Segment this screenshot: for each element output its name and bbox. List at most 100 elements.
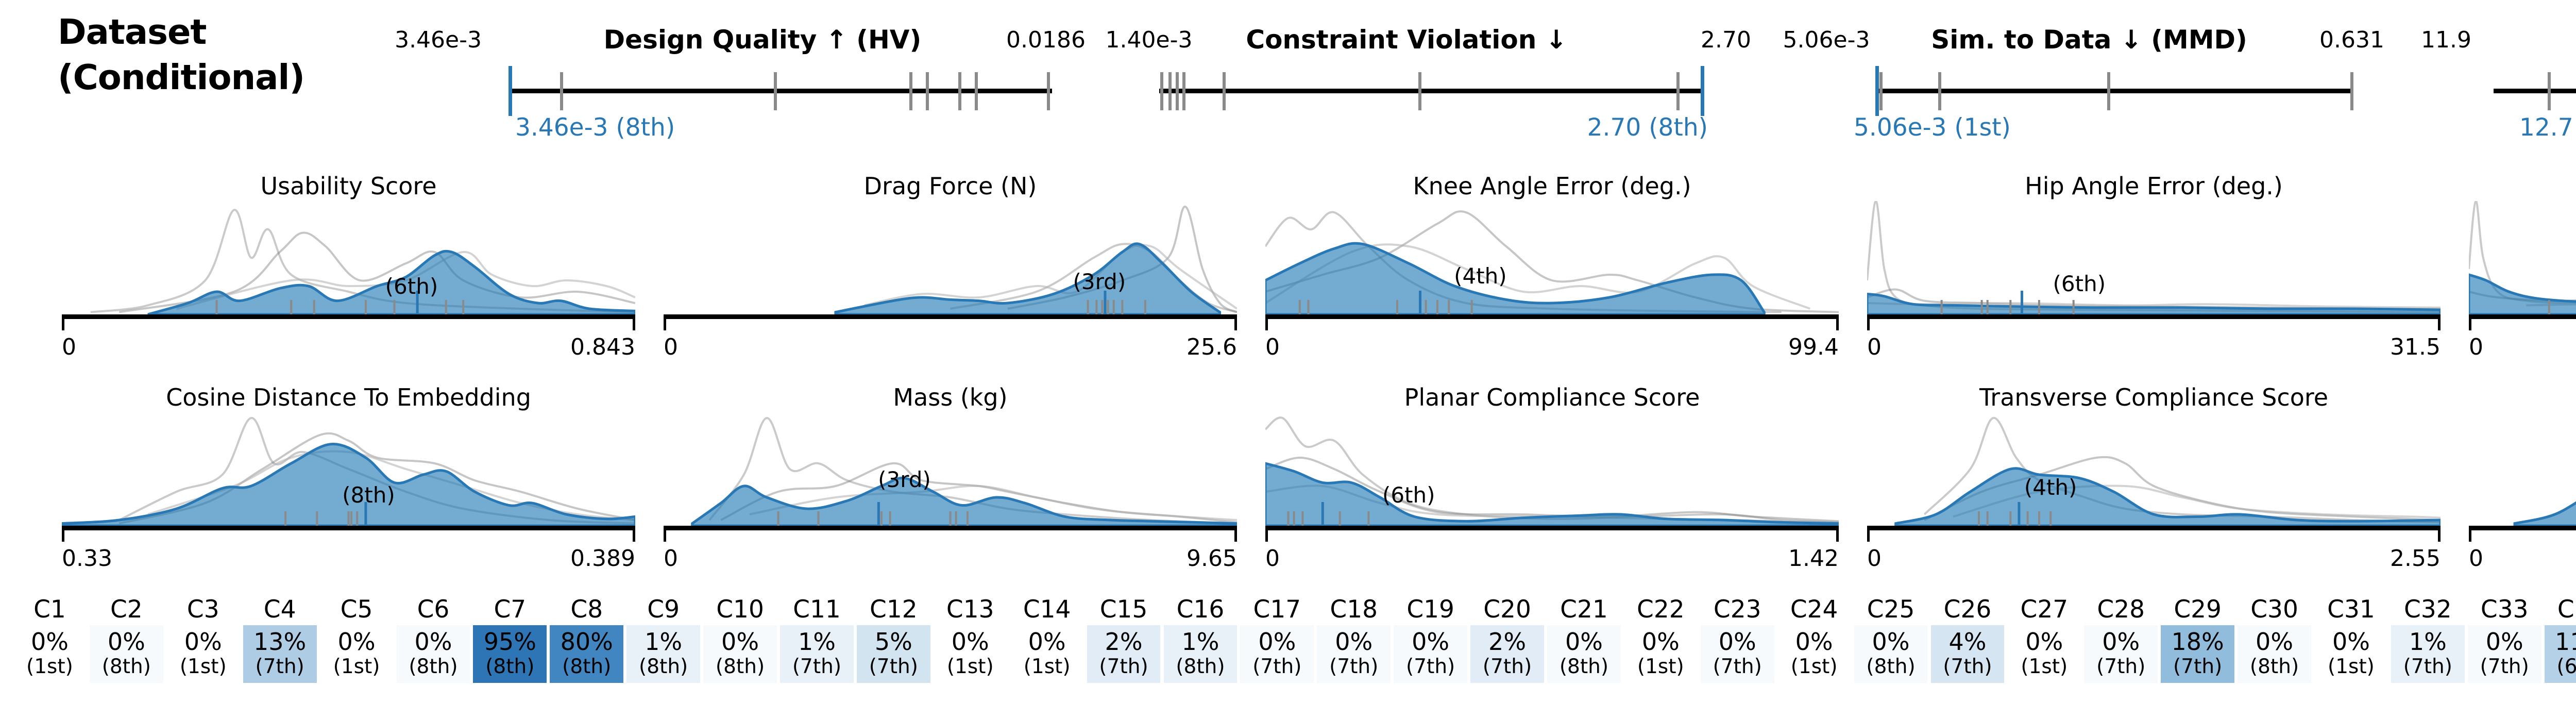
highlight-kde-curve	[691, 476, 1237, 527]
cell-percentage: 2%	[1105, 628, 1143, 656]
cell-rank: (8th)	[409, 655, 458, 679]
scale-1-highlight-marker	[1701, 66, 1704, 116]
cell-percentage: 0%	[1412, 628, 1450, 656]
cell-rank: (7th)	[255, 655, 304, 679]
cell-rank: (8th)	[562, 655, 612, 679]
x-axis-baseline	[1867, 526, 2441, 530]
rug-tick-gray	[2548, 300, 2550, 314]
axis-end-tick	[2438, 314, 2441, 330]
scale-1-competitor-tick	[1175, 72, 1179, 110]
scale-3-min-label: 11.9	[2421, 27, 2471, 53]
panel-title: Knee Angle Error (deg.)	[1413, 172, 1691, 200]
scale-1-competitor-tick	[1182, 72, 1186, 110]
table-column-C19: C19 0% (7th)	[1392, 597, 1469, 683]
rug-tick-highlight	[2021, 291, 2023, 314]
scale-0-competitor-tick	[909, 72, 913, 110]
scale-2-competitor-tick	[2350, 72, 2353, 110]
rug-tick-gray	[880, 511, 883, 526]
table-column-C11: C11 1% (7th)	[778, 597, 855, 683]
rug-tick-gray	[1101, 300, 1104, 314]
cell-percentage: 0%	[337, 628, 376, 656]
column-header: C5	[340, 595, 373, 624]
table-column-C16: C16 1% (8th)	[1162, 597, 1239, 683]
rank-annotation: (6th)	[385, 273, 438, 299]
axis-min-label: 0	[1265, 334, 1280, 360]
baseline-kde-curve	[118, 231, 635, 313]
cell-rank: (8th)	[1559, 655, 1609, 679]
axis-min-label: 0	[2469, 545, 2483, 572]
cell-percentage: 1%	[645, 628, 683, 656]
cell-rank: (8th)	[101, 655, 151, 679]
column-cell: 18% (7th)	[2161, 625, 2235, 683]
scale-1-min-label: 1.40e-3	[1105, 27, 1193, 53]
cell-rank: (1st)	[1023, 655, 1071, 679]
column-cell: 80% (8th)	[550, 625, 624, 683]
rug-tick-gray	[316, 511, 318, 526]
axis-min-label: 0	[1867, 545, 1882, 572]
x-axis-baseline	[664, 314, 1237, 319]
cell-rank: (8th)	[1176, 655, 1225, 679]
cell-percentage: 1%	[798, 628, 836, 656]
kde-plot	[664, 417, 1237, 530]
column-header: C8	[570, 595, 603, 624]
scale-1-competitor-tick	[1676, 72, 1680, 110]
x-axis-baseline	[62, 526, 635, 530]
highlight-kde-curve	[1894, 467, 2441, 527]
axis-end-tick	[664, 526, 666, 542]
cell-percentage: 0%	[2102, 628, 2140, 656]
axis-end-tick	[633, 314, 635, 330]
axis-min-label: 0	[664, 545, 678, 572]
table-column-C14: C14 0% (1st)	[1009, 597, 1086, 683]
column-header: C19	[1406, 595, 1454, 624]
scale-1-max-label: 2.70	[1701, 27, 1751, 53]
rug-tick-gray	[445, 300, 447, 314]
scale-1-competitor-tick	[1418, 72, 1421, 110]
table-column-C28: C28 0% (7th)	[2082, 597, 2159, 683]
column-header: C15	[1099, 595, 1148, 624]
cell-percentage: 0%	[1258, 628, 1296, 656]
rug-tick-gray	[1978, 511, 1980, 526]
column-header: C4	[263, 595, 296, 624]
rug-tick-gray	[1367, 511, 1370, 526]
axis-end-tick	[633, 526, 635, 542]
cell-rank: (1st)	[1637, 655, 1684, 679]
rug-tick-gray	[1095, 300, 1098, 314]
rug-tick-gray	[1112, 300, 1115, 314]
table-column-C5: C5 0% (1st)	[318, 597, 395, 683]
scale-0-competitor-tick	[926, 72, 929, 110]
cell-rank: (7th)	[1406, 655, 1455, 679]
column-cell: 0% (8th)	[396, 625, 470, 683]
column-header: C13	[946, 595, 994, 624]
cell-rank: (7th)	[869, 655, 918, 679]
column-cell: 1% (8th)	[1163, 625, 1238, 683]
figure-title-line2: (Conditional)	[58, 57, 305, 98]
x-axis-baseline	[62, 314, 635, 319]
table-column-C3: C3 0% (1st)	[165, 597, 242, 683]
cell-percentage: 0%	[1718, 628, 1756, 656]
rug-tick-highlight	[1104, 291, 1107, 314]
cell-percentage: 0%	[1028, 628, 1066, 656]
rug-tick-gray	[889, 511, 891, 526]
kde-plot	[2469, 201, 2576, 319]
cell-rank: (7th)	[1099, 655, 1148, 679]
rug-tick-gray	[1470, 300, 1473, 314]
cell-rank: (7th)	[792, 655, 842, 679]
rug-tick-gray	[347, 511, 350, 526]
table-column-C30: C30 0% (8th)	[2236, 597, 2313, 683]
rug-tick-gray	[2009, 511, 2012, 526]
cell-rank: (1st)	[946, 655, 994, 679]
rug-tick-gray	[949, 511, 952, 526]
panel-title: Transverse Compliance Score	[1979, 383, 2329, 411]
panel-title: Mass (kg)	[893, 383, 1008, 411]
cell-percentage: 0%	[2332, 628, 2370, 656]
cell-rank: (7th)	[2403, 655, 2452, 679]
cell-percentage: 1%	[1181, 628, 1219, 656]
figure-title-line1: Dataset	[58, 12, 207, 52]
axis-max-label: 99.4	[1788, 334, 1839, 360]
highlight-kde-curve	[1265, 242, 1766, 316]
rug-tick-gray	[1396, 300, 1398, 314]
rug-tick-highlight	[364, 502, 367, 526]
column-header: C25	[1867, 595, 1915, 624]
scale-0-competitor-tick	[774, 72, 777, 110]
scale-2-line	[1875, 89, 2352, 93]
